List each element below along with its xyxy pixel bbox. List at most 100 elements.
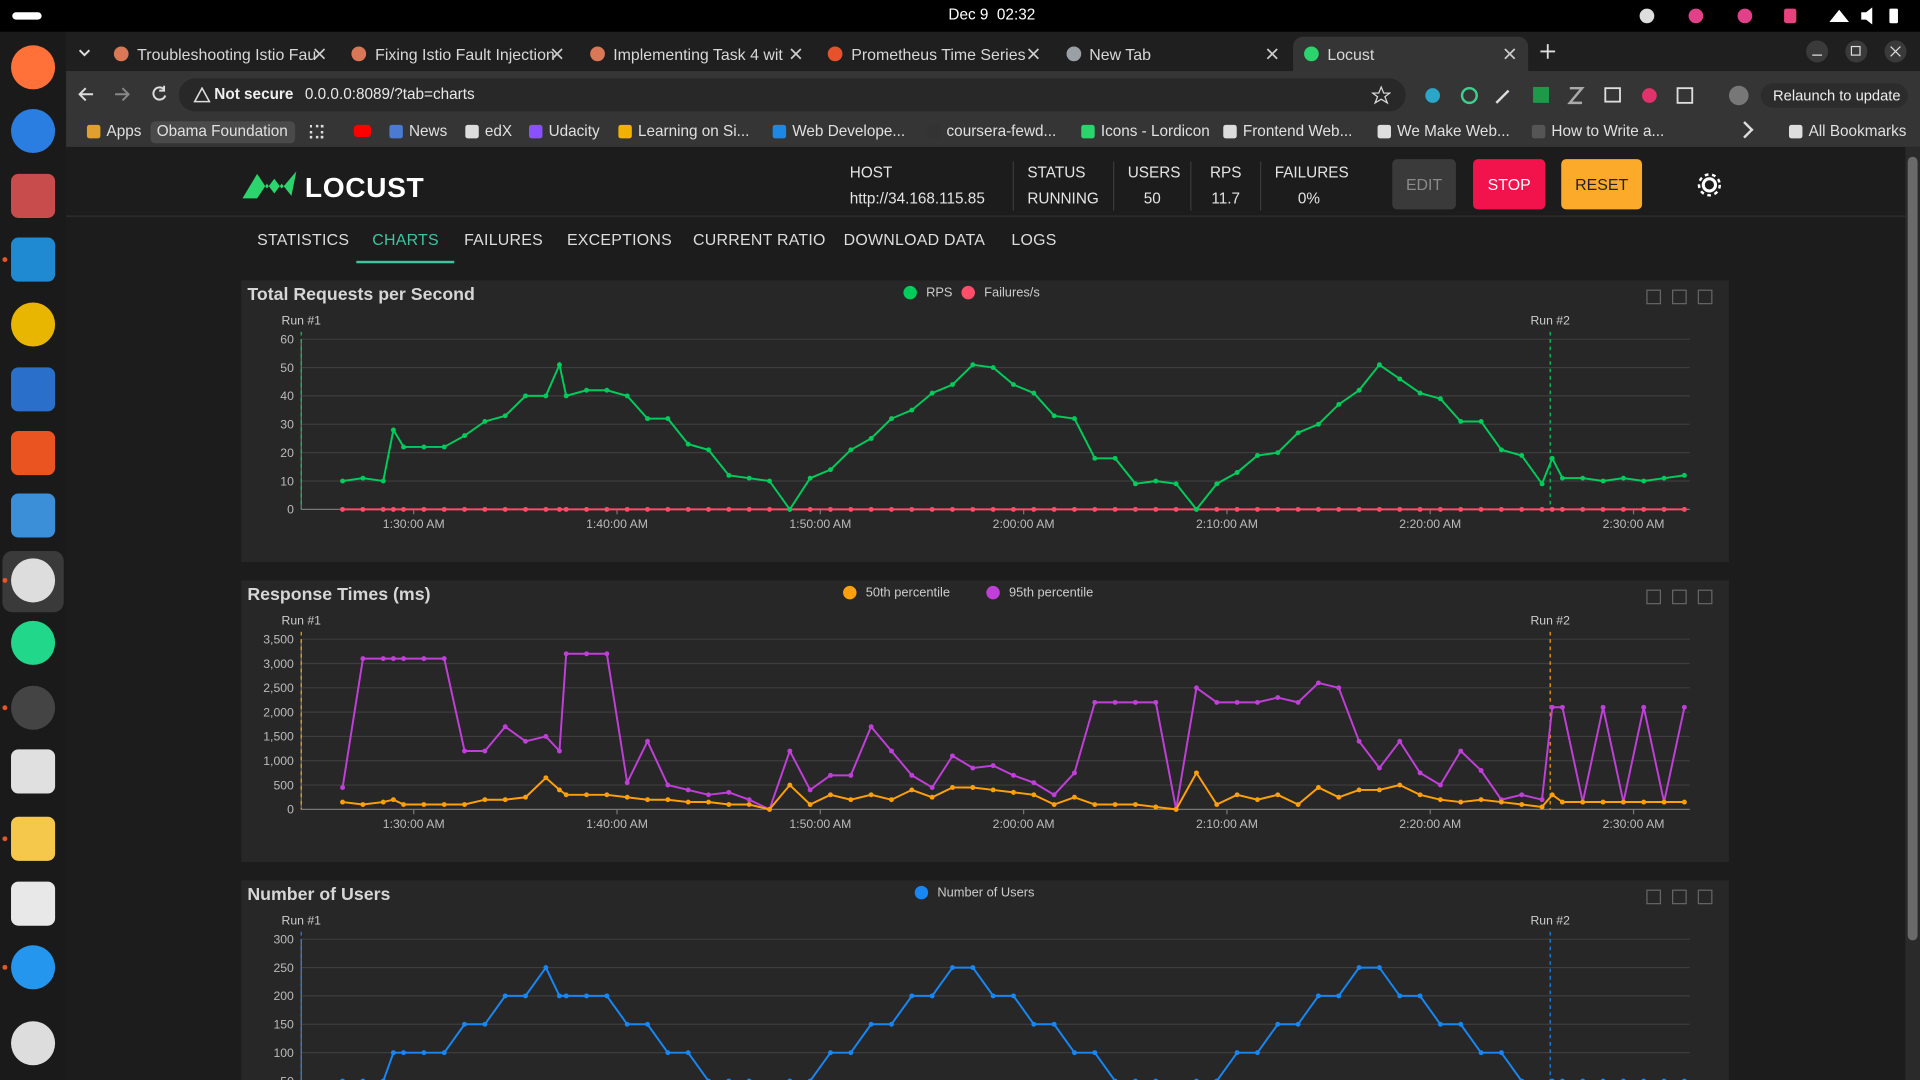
y-tick-label: 1,000 xyxy=(263,754,294,768)
locust-logo[interactable]: LOCUST xyxy=(304,171,425,204)
nav-tab[interactable]: DOWNLOAD DATA xyxy=(843,230,986,249)
tab-close[interactable] xyxy=(1266,48,1278,60)
bookmark[interactable]: Learning on Si... xyxy=(637,122,750,140)
dock-icon xyxy=(11,493,56,538)
bookmark[interactable]: All Bookmarks xyxy=(1808,122,1907,140)
data-point xyxy=(746,475,752,481)
tab-close[interactable] xyxy=(1504,48,1516,60)
data-point xyxy=(1234,506,1240,512)
bookmark[interactable]: Obama Foundation xyxy=(156,122,288,140)
bookmark-icon xyxy=(528,124,543,139)
extensions[interactable] xyxy=(1420,83,1751,107)
url[interactable]: 0.0.0.0:8089/?tab=charts xyxy=(304,85,475,103)
apps-grid[interactable] xyxy=(309,124,324,139)
tab-title[interactable]: New Tab xyxy=(1089,45,1151,64)
scroll-thumb[interactable] xyxy=(1907,156,1918,941)
bookmark[interactable]: We Make Web... xyxy=(1397,122,1510,140)
bookmark[interactable]: Udacity xyxy=(548,122,600,140)
nav-tab[interactable]: CURRENT RATIO xyxy=(693,230,826,249)
chart-tool[interactable] xyxy=(1672,289,1687,305)
bookmark[interactable]: News xyxy=(408,122,448,140)
data-point xyxy=(1133,699,1138,705)
data-point xyxy=(1031,780,1037,786)
chart-tool[interactable] xyxy=(1646,589,1662,605)
scrollbar[interactable] xyxy=(1905,146,1920,1080)
tab[interactable]: New Tab xyxy=(1055,37,1290,71)
nav-tab[interactable]: EXCEPTIONS xyxy=(566,230,672,249)
nav-tab[interactable]: FAILURES xyxy=(464,230,544,249)
stat-label: FAILURES xyxy=(1274,164,1349,182)
data-point xyxy=(523,506,528,512)
button[interactable]: EDIT xyxy=(1392,159,1456,210)
tab-search[interactable] xyxy=(76,44,93,61)
data-point xyxy=(1254,1050,1260,1056)
tab-close[interactable] xyxy=(551,48,564,60)
y-tick-label: 40 xyxy=(280,389,294,403)
new-tab[interactable] xyxy=(1539,43,1556,60)
chart-tool[interactable] xyxy=(1697,889,1713,905)
chart-tool[interactable] xyxy=(1697,589,1713,605)
data-point xyxy=(584,387,589,393)
data-point xyxy=(563,393,569,399)
bookmark[interactable]: Web Develope... xyxy=(792,122,906,140)
nav-tab[interactable]: STATISTICS xyxy=(257,230,350,249)
security-chip[interactable]: Not secure xyxy=(214,85,294,103)
data-point xyxy=(360,656,366,662)
data-point xyxy=(990,993,996,999)
tab[interactable]: Troubleshooting Istio Fau xyxy=(103,37,338,71)
clock[interactable]: Dec 9 02:32 xyxy=(948,6,1036,24)
data-point xyxy=(390,797,396,803)
bookmark[interactable]: Frontend Web... xyxy=(1242,122,1353,140)
omnibox[interactable]: Not secure 0.0.0.0:8089/?tab=charts xyxy=(178,78,1406,112)
tab-close[interactable] xyxy=(313,48,326,60)
nav-tab[interactable]: LOGS xyxy=(1011,230,1057,249)
tab-title[interactable]: Prometheus Time Series xyxy=(851,45,1026,64)
bookmark-star[interactable] xyxy=(1371,85,1392,106)
window-controls[interactable] xyxy=(1802,39,1920,63)
tab-title[interactable]: Troubleshooting Istio Fau xyxy=(137,45,317,64)
bookmark[interactable]: How to Write a... xyxy=(1551,122,1665,140)
bookmark[interactable]: Icons - Lordicon xyxy=(1100,122,1210,140)
relaunch-button[interactable]: Relaunch to update xyxy=(1760,83,1908,108)
tab[interactable]: Prometheus Time Series xyxy=(817,37,1052,71)
tab-title[interactable]: Implementing Task 4 wit xyxy=(613,45,783,64)
chart-tool[interactable] xyxy=(1646,889,1662,905)
data-point xyxy=(563,792,569,798)
tab[interactable]: Locust xyxy=(1293,36,1529,72)
tab-title[interactable]: Fixing Istio Fault Injection xyxy=(375,45,555,64)
tab[interactable]: Implementing Task 4 wit xyxy=(579,37,814,71)
bookmark[interactable]: coursera-fewd... xyxy=(946,122,1057,140)
bookmark[interactable]: edX xyxy=(484,122,513,140)
activities[interactable] xyxy=(12,12,42,20)
data-point xyxy=(1173,506,1179,512)
chart-tool[interactable] xyxy=(1672,589,1687,605)
chart-tool[interactable] xyxy=(1646,289,1662,305)
dock-icon xyxy=(11,431,56,476)
data-point xyxy=(1214,802,1220,807)
tab[interactable]: Fixing Istio Fault Injection xyxy=(341,37,576,71)
data-point xyxy=(523,794,528,800)
chart-tool[interactable] xyxy=(1672,889,1687,905)
data-point xyxy=(1519,506,1525,512)
data-point xyxy=(1254,699,1260,705)
bookmark[interactable] xyxy=(150,121,296,144)
nav-tab[interactable]: CHARTS xyxy=(372,230,439,249)
youtube[interactable] xyxy=(353,124,372,138)
nav-buttons[interactable] xyxy=(76,83,186,105)
dock-icon xyxy=(11,620,56,665)
chart-tool[interactable] xyxy=(1697,289,1713,305)
button[interactable]: RESET xyxy=(1561,159,1643,210)
data-point xyxy=(1397,738,1403,744)
data-point xyxy=(1051,802,1057,807)
tab-icon xyxy=(1304,46,1319,62)
tab-bar: Troubleshooting Istio Fau Fixing Istio Fa… xyxy=(66,31,1920,72)
tab-close[interactable] xyxy=(790,48,802,60)
tab-close[interactable] xyxy=(1028,48,1040,60)
bookmark-icon xyxy=(772,124,787,139)
button[interactable]: STOP xyxy=(1473,159,1546,210)
theme-toggle[interactable] xyxy=(1697,173,1722,197)
tab-title[interactable]: Locust xyxy=(1327,45,1375,64)
data-point xyxy=(1031,792,1037,798)
bookmark[interactable]: Apps xyxy=(106,122,142,140)
